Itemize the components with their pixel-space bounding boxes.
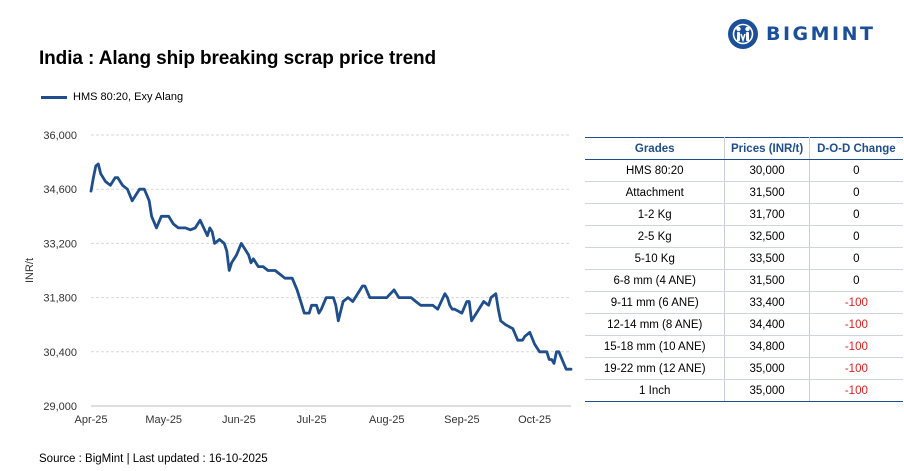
price-cell: 30,000: [724, 159, 810, 182]
x-tick-label: Oct-25: [518, 414, 551, 426]
table-row: 9-11 mm (6 ANE) 33,400 -100: [585, 291, 903, 314]
y-tick-label: 29,000: [43, 401, 77, 413]
change-cell: 0: [809, 159, 903, 182]
change-cell: 0: [809, 203, 903, 226]
y-tick-label: 30,400: [43, 347, 77, 359]
change-cell: -100: [809, 357, 903, 380]
table-row: 1 Inch 35,000 -100: [585, 379, 903, 402]
x-tick-label: Aug-25: [369, 414, 404, 426]
price-cell: 32,500: [724, 225, 810, 248]
x-tick-label: Sep-25: [444, 414, 479, 426]
change-cell: -100: [809, 291, 903, 314]
brand-logo: BIGMINT: [727, 18, 876, 50]
x-tick-label: Jul-25: [297, 414, 327, 426]
grade-cell: 1-2 Kg: [585, 203, 726, 226]
change-cell: 0: [809, 181, 903, 204]
grade-cell: 15-18 mm (10 ANE): [585, 335, 726, 358]
table-row: 6-8 mm (4 ANE) 31,500 0: [585, 269, 903, 292]
y-tick-label: 33,200: [43, 238, 77, 250]
change-cell: 0: [809, 269, 903, 292]
grade-cell: 12-14 mm (8 ANE): [585, 313, 726, 336]
source-note: Source : BigMint | Last updated : 16-10-…: [39, 453, 268, 465]
series-line: [89, 162, 573, 371]
brand-name: BIGMINT: [766, 23, 876, 45]
change-cell: 0: [809, 225, 903, 248]
table-row: 5-10 Kg 33,500 0: [585, 247, 903, 270]
table-row: HMS 80:20 30,000 0: [585, 159, 903, 182]
grade-cell: Attachment: [585, 181, 726, 204]
price-cell: 33,500: [724, 247, 810, 270]
grade-cell: 1 Inch: [585, 379, 726, 402]
price-cell: 31,700: [724, 203, 810, 226]
price-cell: 34,400: [724, 313, 810, 336]
x-tick-label: Jun-25: [222, 414, 256, 426]
grade-cell: HMS 80:20: [585, 159, 726, 182]
grade-cell: 9-11 mm (6 ANE): [585, 291, 726, 314]
grade-cell: 5-10 Kg: [585, 247, 726, 270]
x-tick-label: May-25: [145, 414, 182, 426]
table-row: 12-14 mm (8 ANE) 34,400 -100: [585, 313, 903, 336]
chart-legend: HMS 80:20, Exy Alang: [41, 91, 183, 103]
y-tick-label: 36,000: [43, 130, 77, 142]
price-cell: 34,800: [724, 335, 810, 358]
header-prices: Prices (INR/t): [724, 137, 810, 160]
legend-swatch: [41, 95, 67, 99]
change-cell: -100: [809, 335, 903, 358]
grade-cell: 2-5 Kg: [585, 225, 726, 248]
table-row: 15-18 mm (10 ANE) 34,800 -100: [585, 335, 903, 358]
x-tick-label: Apr-25: [74, 414, 107, 426]
bigmint-logo-icon: [728, 19, 758, 49]
chart-title: India : Alang ship breaking scrap price …: [39, 48, 437, 69]
price-table: Grades Prices (INR/t) D-O-D Change HMS 8…: [585, 137, 903, 402]
line-chart: 29,000 30,400 31,800 33,200 34,600 36,000 Apr-…: [24, 130, 573, 426]
table-row: 2-5 Kg 32,500 0: [585, 225, 903, 248]
y-tick-label: 31,800: [43, 293, 77, 305]
y-tick-label: 34,600: [43, 184, 77, 196]
change-cell: -100: [809, 313, 903, 336]
legend-label: HMS 80:20, Exy Alang: [73, 91, 184, 103]
grade-cell: 19-22 mm (12 ANE): [585, 357, 726, 380]
table-row: Attachment 31,500 0: [585, 181, 903, 204]
change-cell: -100: [809, 379, 903, 402]
price-cell: 35,000: [724, 357, 810, 380]
table-row: 1-2 Kg 31,700 0: [585, 203, 903, 226]
header-grades: Grades: [585, 137, 726, 160]
price-cell: 35,000: [724, 379, 810, 402]
price-cell: 33,400: [724, 291, 810, 314]
change-cell: 0: [809, 247, 903, 270]
header-dod-change: D-O-D Change: [809, 137, 903, 160]
price-cell: 31,500: [724, 181, 810, 204]
grade-cell: 6-8 mm (4 ANE): [585, 269, 726, 292]
price-cell: 31,500: [724, 269, 810, 292]
table-header-row: Grades Prices (INR/t) D-O-D Change: [585, 137, 903, 160]
table-row: 19-22 mm (12 ANE) 35,000 -100: [585, 357, 903, 380]
y-axis-label: INR/t: [24, 258, 36, 283]
